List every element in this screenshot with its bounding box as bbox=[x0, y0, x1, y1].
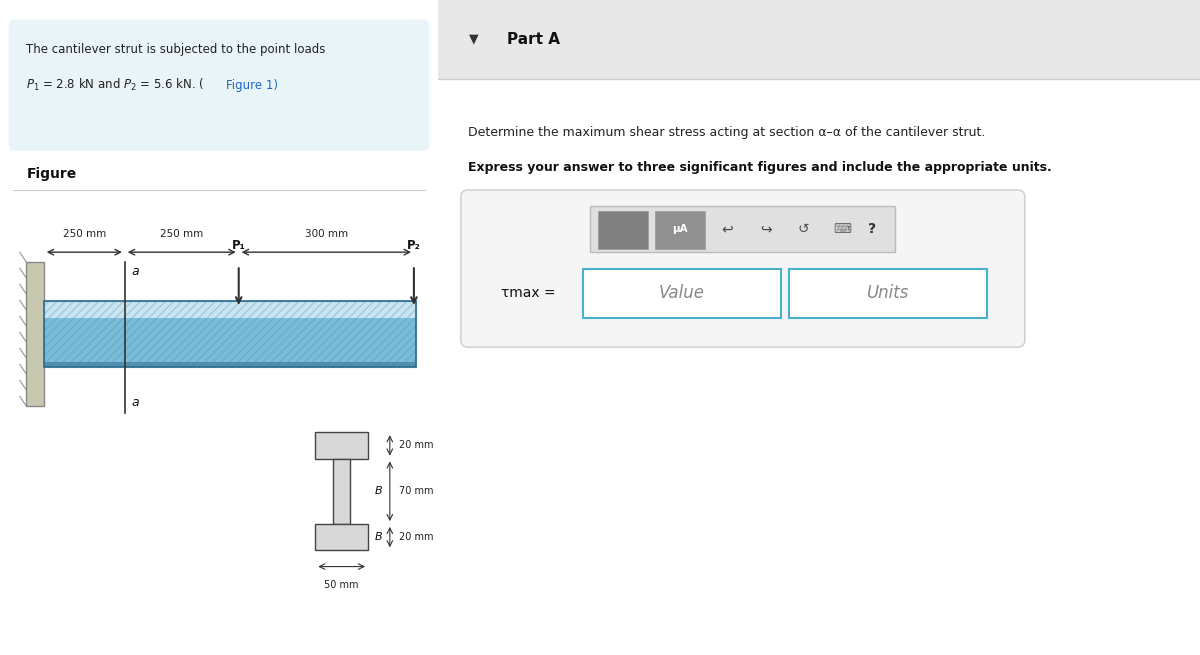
Text: ▼: ▼ bbox=[468, 33, 478, 46]
Text: 250 mm: 250 mm bbox=[62, 229, 106, 239]
Bar bbox=[332, 458, 350, 524]
Bar bbox=[655, 211, 704, 249]
Text: ⌨: ⌨ bbox=[833, 223, 851, 236]
Text: P₂: P₂ bbox=[407, 239, 421, 252]
Text: P₁: P₁ bbox=[232, 239, 246, 252]
Text: Units: Units bbox=[866, 284, 908, 303]
Text: a: a bbox=[132, 396, 139, 409]
Bar bbox=[44, 362, 416, 367]
Text: 50 mm: 50 mm bbox=[324, 580, 359, 590]
Text: ↪: ↪ bbox=[760, 222, 772, 236]
Text: ?: ? bbox=[869, 222, 876, 236]
Text: ↺: ↺ bbox=[798, 222, 810, 236]
Bar bbox=[26, 262, 43, 406]
Text: B: B bbox=[374, 532, 382, 542]
Text: μA: μA bbox=[672, 224, 688, 234]
Text: Figure: Figure bbox=[26, 166, 77, 181]
Bar bbox=[316, 432, 368, 458]
Text: 250 mm: 250 mm bbox=[160, 229, 203, 239]
Text: 300 mm: 300 mm bbox=[305, 229, 348, 239]
Bar bbox=[583, 269, 781, 318]
Text: Figure 1): Figure 1) bbox=[226, 79, 277, 92]
Text: a: a bbox=[132, 265, 139, 278]
Bar bbox=[438, 0, 1200, 79]
Text: 70 mm: 70 mm bbox=[398, 486, 433, 496]
Bar bbox=[44, 301, 416, 367]
Text: $P_1$ = 2.8 kN and $P_2$ = 5.6 kN. (: $P_1$ = 2.8 kN and $P_2$ = 5.6 kN. ( bbox=[26, 77, 204, 93]
Bar bbox=[598, 211, 648, 249]
Text: 20 mm: 20 mm bbox=[398, 532, 433, 542]
Bar bbox=[44, 301, 416, 318]
Bar bbox=[316, 524, 368, 550]
Text: Determine the maximum shear stress acting at section α–α of the cantilever strut: Determine the maximum shear stress actin… bbox=[468, 126, 986, 139]
Bar bbox=[788, 269, 986, 318]
Text: Part A: Part A bbox=[506, 32, 559, 47]
Bar bbox=[590, 206, 895, 252]
Text: The cantilever strut is subjected to the point loads: The cantilever strut is subjected to the… bbox=[26, 43, 325, 56]
Bar bbox=[44, 318, 416, 362]
FancyBboxPatch shape bbox=[8, 20, 430, 151]
FancyBboxPatch shape bbox=[461, 190, 1025, 347]
Text: τmax =: τmax = bbox=[502, 286, 556, 301]
Text: Value: Value bbox=[659, 284, 704, 303]
Text: B: B bbox=[374, 486, 382, 496]
Text: 20 mm: 20 mm bbox=[398, 440, 433, 451]
Text: ↩: ↩ bbox=[721, 222, 733, 236]
Text: Express your answer to three significant figures and include the appropriate uni: Express your answer to three significant… bbox=[468, 160, 1052, 174]
Bar bbox=[44, 301, 416, 367]
